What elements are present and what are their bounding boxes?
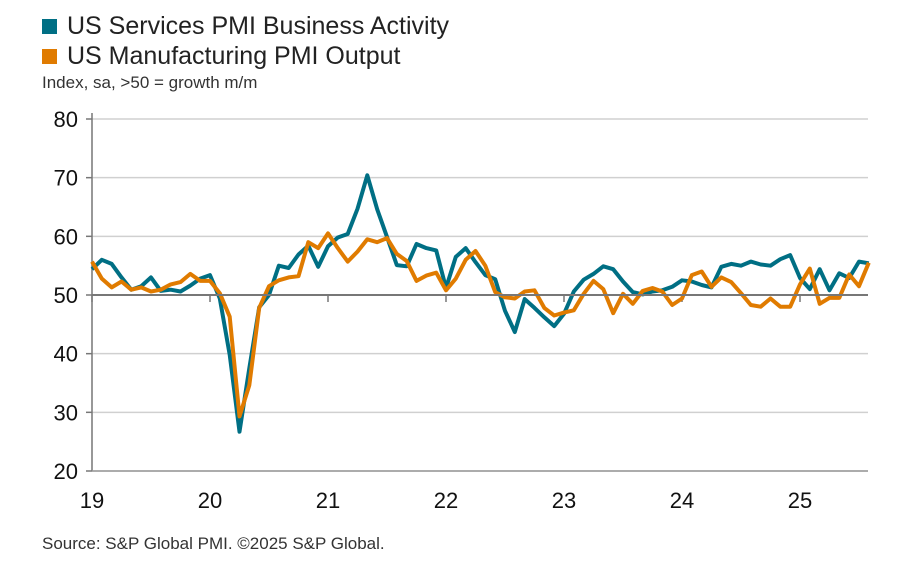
x-tick-label: 24 [670,488,694,513]
source-note: Source: S&P Global PMI. ©2025 S&P Global… [42,534,385,553]
y-tick-label: 70 [54,166,78,191]
x-tick-label: 23 [552,488,576,513]
y-tick-label: 80 [54,107,78,132]
y-tick-label: 50 [54,283,78,308]
chart-subtitle: Index, sa, >50 = growth m/m [42,73,258,92]
x-tick-label: 21 [316,488,340,513]
series-line-manufacturing [90,231,871,419]
x-tick-label: 22 [434,488,458,513]
series-line-services [90,173,870,434]
legend-item-services: US Services PMI Business Activity [42,12,449,41]
y-tick-label: 40 [54,342,78,367]
legend-label-services: US Services PMI Business Activity [67,12,450,40]
legend-label-manufacturing: US Manufacturing PMI Output [67,42,401,70]
legend-swatch-manufacturing [42,49,57,64]
legend-swatch-services [42,19,57,34]
x-tick-label: 19 [80,488,104,513]
x-tick-label: 25 [788,488,812,513]
x-tick-label: 20 [198,488,222,513]
y-tick-label: 20 [54,459,78,484]
y-tick-label: 30 [54,400,78,425]
legend-item-manufacturing: US Manufacturing PMI Output [42,42,400,71]
y-tick-label: 60 [54,224,78,249]
